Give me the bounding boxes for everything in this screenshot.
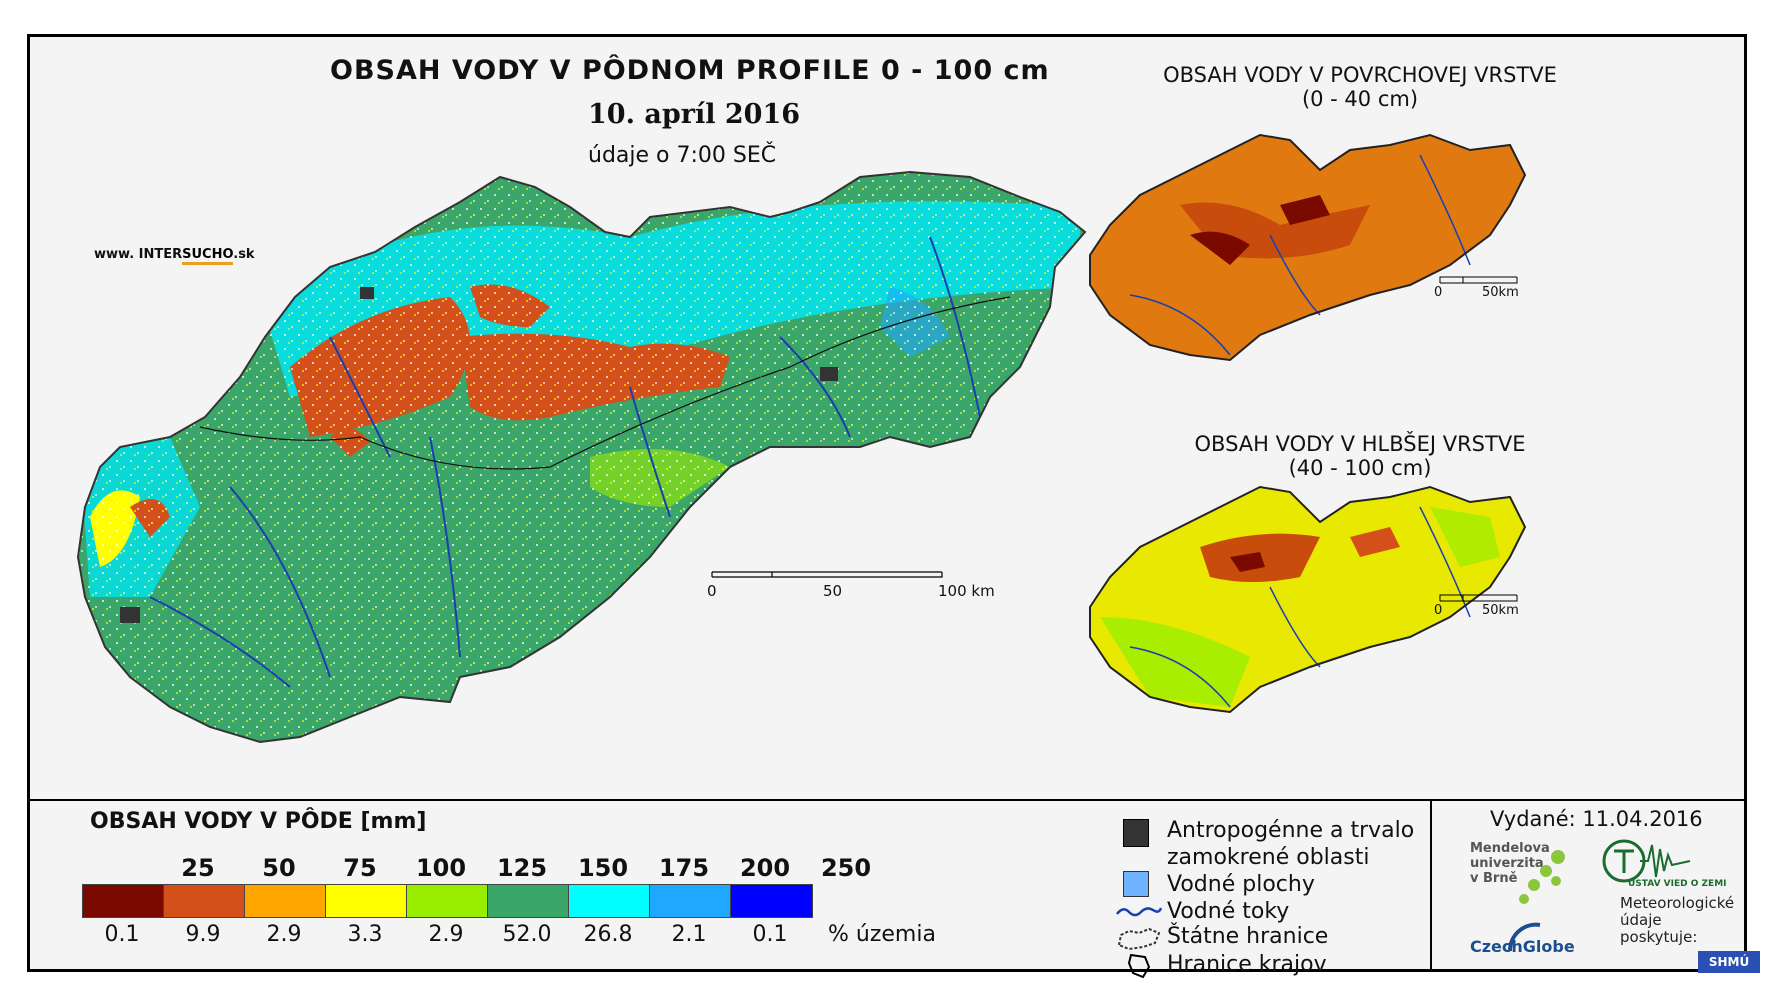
legend-color-bar: [82, 884, 813, 918]
threshold-label: 175: [658, 854, 710, 882]
main-map: [76, 170, 1087, 744]
threshold-label: 150: [577, 854, 629, 882]
shmu-logo: SHMÚ: [1698, 951, 1760, 973]
threshold-label: 200: [739, 854, 791, 882]
legend-swatch: [488, 885, 569, 917]
website-prefix: www. INTER: [94, 247, 183, 262]
percent-value: 26.8: [583, 922, 633, 947]
czechglobe-dots-icon: [1507, 850, 1565, 952]
region-border-icon: [1127, 953, 1151, 979]
website-label: www. INTERSUCHO.sk: [94, 247, 255, 265]
anthropogenic-label: Antropogénne a trvalo zamokrené oblasti: [1167, 817, 1414, 871]
main-date: 10. apríl 2016: [588, 99, 801, 130]
inset1-scale-50: 50km: [1482, 285, 1519, 300]
meteo-line3: poskytuje:: [1620, 928, 1698, 946]
legend-swatch: [407, 885, 488, 917]
czechglobe-logo: CzechGlobe: [1470, 937, 1575, 956]
water-body-swatch-icon: [1123, 871, 1149, 897]
inset2-scale-0: 0: [1434, 603, 1443, 618]
inset2-title: OBSAH VODY V HLBŠEJ VRSTVE (40 - 100 cm): [1085, 432, 1635, 480]
issued-date: Vydané: 11.04.2016: [1490, 807, 1703, 831]
threshold-label: 50: [262, 854, 296, 882]
legend-swatch: [326, 885, 407, 917]
uvz-logo-text: ÚSTAV VIED O ZEMI: [1628, 879, 1727, 889]
inset1-title-line1: OBSAH VODY V POVRCHOVEJ VRSTVE: [1163, 63, 1557, 87]
mendel-line1: Mendelova: [1470, 841, 1550, 856]
water-course-line-icon: [1116, 907, 1163, 917]
anthropogenic-line2: zamokrené oblasti: [1167, 845, 1370, 870]
inset2-scale-bar: [1439, 594, 1518, 602]
inset2-map: [1089, 485, 1527, 714]
mendel-logo: Mendelova univerzita v Brně: [1470, 841, 1550, 886]
percent-value: 9.9: [185, 922, 221, 947]
threshold-label: 75: [343, 854, 377, 882]
legend-swatch: [731, 885, 812, 917]
website-suffix: .sk: [233, 247, 255, 262]
main-title: OBSAH VODY V PÔDNOM PROFILE 0 - 100 cm: [330, 55, 1050, 86]
meteo-line2: údaje: [1620, 911, 1662, 929]
scale-bar: [711, 571, 943, 578]
anthropogenic-line1: Antropogénne a trvalo: [1167, 818, 1415, 843]
percent-unit-label: % územia: [828, 922, 936, 947]
scale-label-0: 0: [707, 582, 717, 600]
legend-swatch: [83, 885, 164, 917]
meteo-provider: Meteorologické údaje poskytuje:: [1620, 895, 1734, 946]
divider-horizontal: [30, 799, 1744, 801]
inset2-title-line1: OBSAH VODY V HLBŠEJ VRSTVE: [1194, 432, 1526, 456]
percent-value: 2.9: [428, 922, 464, 947]
inset1-map: [1089, 133, 1527, 362]
inset2-scale-50: 50km: [1482, 603, 1519, 618]
map-area: OBSAH VODY V PÔDNOM PROFILE 0 - 100 cm 1…: [30, 37, 1744, 799]
uvz-logo-icon: [1602, 839, 1691, 883]
region-border-label: Hranice krajov: [1167, 952, 1327, 977]
inset2-title-line2: (40 - 100 cm): [1288, 456, 1432, 480]
scale-label-50: 50: [823, 582, 843, 600]
divider-vertical: [1430, 801, 1432, 969]
mendel-line3: v Brně: [1470, 871, 1518, 886]
legend-title: OBSAH VODY V PÔDE [mm]: [90, 809, 427, 834]
inset1-title-line2: (0 - 40 cm): [1301, 87, 1419, 111]
state-border-label: Štátne hranice: [1167, 924, 1329, 949]
meteo-line1: Meteorologické: [1620, 894, 1735, 912]
anthropogenic-swatch-icon: [1123, 819, 1149, 847]
percent-value: 52.0: [502, 922, 552, 947]
time-note: údaje o 7:00 SEČ: [588, 143, 777, 168]
legend-swatch: [245, 885, 326, 917]
legend-swatch: [164, 885, 245, 917]
inset1-scale-0: 0: [1434, 285, 1443, 300]
website-accent: SUCHO: [182, 247, 234, 265]
inset1-scale-bar: [1439, 276, 1518, 284]
percent-value: 2.9: [266, 922, 302, 947]
percent-value: 2.1: [671, 922, 707, 947]
threshold-label: 250: [820, 854, 872, 882]
state-border-icon: [1117, 927, 1161, 951]
mendel-line2: univerzita: [1470, 856, 1544, 871]
percent-value: 0.1: [104, 922, 140, 947]
map-frame: OBSAH VODY V PÔDNOM PROFILE 0 - 100 cm 1…: [27, 34, 1760, 979]
threshold-label: 125: [496, 854, 548, 882]
threshold-label: 100: [415, 854, 467, 882]
legend-swatch: [569, 885, 650, 917]
water-bodies-label: Vodné plochy: [1167, 872, 1315, 897]
inset1-title: OBSAH VODY V POVRCHOVEJ VRSTVE (0 - 40 cm…: [1085, 63, 1635, 111]
legend-swatch: [650, 885, 731, 917]
percent-value: 0.1: [752, 922, 788, 947]
water-courses-label: Vodné toky: [1167, 899, 1290, 924]
threshold-label: 25: [181, 854, 215, 882]
scale-label-100: 100 km: [938, 582, 995, 600]
percent-value: 3.3: [347, 922, 383, 947]
